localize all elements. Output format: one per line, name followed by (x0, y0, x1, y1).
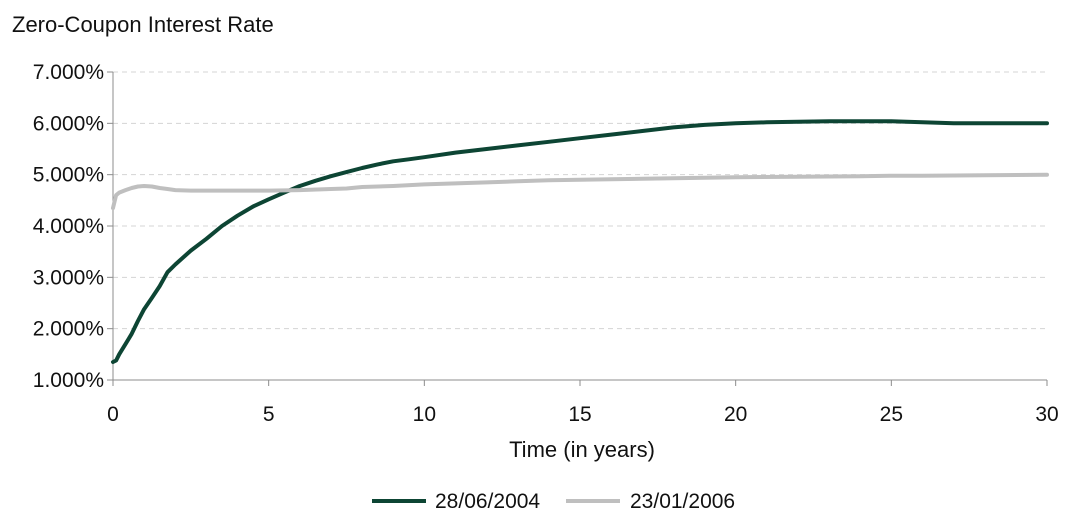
x-tick-label: 5 (263, 403, 275, 426)
y-tick-label: 3.000% (33, 266, 104, 289)
x-tick-label: 25 (880, 403, 903, 426)
y-tick-label: 2.000% (33, 318, 104, 341)
y-tick-label: 7.000% (33, 61, 104, 84)
legend-label-2: 23/01/2006 (630, 490, 735, 513)
grid-lines (113, 71, 1047, 330)
tick-labels: 1.000% 2.000% 3.000% 4.000% 5.000% 6.000% 7.00… (33, 61, 1059, 426)
y-tick-label: 5.000% (33, 164, 104, 187)
y-tick-label: 1.000% (33, 369, 104, 392)
x-tick-label: 15 (568, 403, 591, 426)
series-lines (111, 119, 1049, 364)
x-tick-label: 10 (413, 403, 436, 426)
x-tick-label: 0 (107, 403, 119, 426)
axes (107, 71, 1048, 386)
chart-title: Zero-Coupon Interest Rate (12, 12, 274, 37)
legend-label-1: 28/06/2004 (435, 490, 540, 513)
legend: 28/06/2004 23/01/2006 (372, 490, 735, 513)
y-tick-label: 6.000% (33, 112, 104, 135)
x-tick-label: 20 (724, 403, 747, 426)
series-line-2 (111, 172, 1049, 210)
series-line-1 (111, 119, 1049, 364)
x-tick-label: 30 (1035, 403, 1058, 426)
y-tick-label: 4.000% (33, 215, 104, 238)
x-axis-title: Time (in years) (509, 437, 655, 462)
